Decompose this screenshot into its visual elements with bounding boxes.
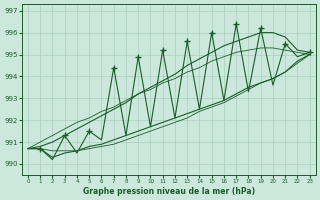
X-axis label: Graphe pression niveau de la mer (hPa): Graphe pression niveau de la mer (hPa) [83, 187, 255, 196]
